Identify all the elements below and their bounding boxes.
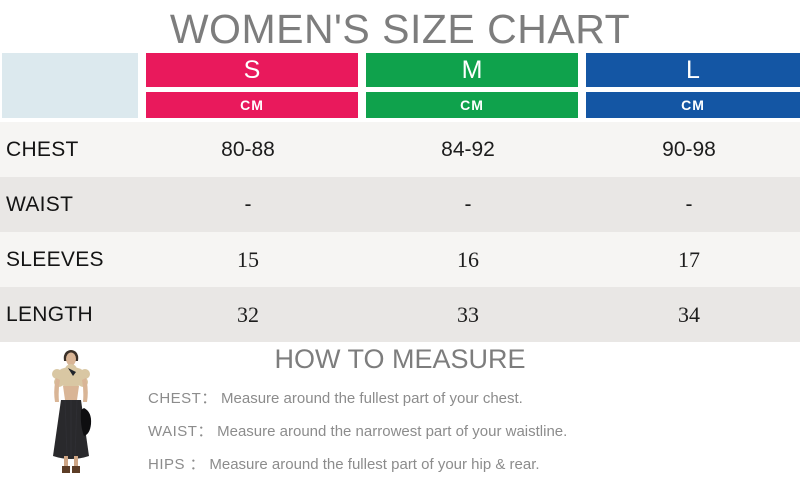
page-title: WOMEN'S SIZE CHART xyxy=(169,6,631,52)
how-to-measure-title: HOW TO MEASURE xyxy=(274,344,526,374)
cell-value: 84-92 xyxy=(441,137,495,161)
measure-line-chest: CHEST： Measure around the fullest part o… xyxy=(148,382,567,415)
row-label: SLEEVES xyxy=(6,247,104,271)
unit-cell-l: CM xyxy=(586,92,800,118)
unit-cell-m: CM xyxy=(366,92,578,118)
row-label: WAIST xyxy=(6,192,74,216)
cell-value: 80-88 xyxy=(221,137,275,161)
cell-value: 34 xyxy=(678,301,700,327)
measure-text: Measure around the narrowest part of you… xyxy=(217,423,568,440)
measure-label: CHEST： xyxy=(148,390,217,407)
row-label: CHEST xyxy=(6,137,79,161)
measure-text: Measure around the fullest part of your … xyxy=(209,456,540,473)
cell-value: 17 xyxy=(678,246,700,272)
table-row-waist: WAIST - - - xyxy=(0,177,800,232)
cell-value: - xyxy=(685,192,693,216)
size-table-header: S M L CM CM CM xyxy=(0,53,800,118)
size-header-l: L xyxy=(586,53,800,87)
cell-value: - xyxy=(464,192,472,216)
size-header-s: S xyxy=(146,53,358,87)
cell-value: 15 xyxy=(237,246,259,272)
row-label: LENGTH xyxy=(6,302,93,326)
measure-label: HIPS ： xyxy=(148,456,206,473)
table-corner-cell xyxy=(2,53,138,118)
table-row-chest: CHEST 80-88 84-92 90-98 xyxy=(0,122,800,177)
table-row-sleeves: SLEEVES 15 16 17 xyxy=(0,232,800,287)
cell-value: 16 xyxy=(457,246,479,272)
table-row-length: LENGTH 32 33 34 xyxy=(0,287,800,342)
measure-label: WAIST： xyxy=(148,423,213,440)
measure-line-waist: WAIST： Measure around the narrowest part… xyxy=(148,415,567,448)
size-header-m: M xyxy=(366,53,578,87)
cell-value: 32 xyxy=(237,301,259,327)
cell-value: 33 xyxy=(457,301,479,327)
unit-cell-s: CM xyxy=(146,92,358,118)
measure-line-hips: HIPS ： Measure around the fullest part o… xyxy=(148,448,567,481)
measure-instructions: CHEST： Measure around the fullest part o… xyxy=(148,382,567,481)
cell-value: - xyxy=(244,192,252,216)
size-table-body: CHEST 80-88 84-92 90-98 WAIST - - - SLEE… xyxy=(0,122,800,342)
measure-text: Measure around the fullest part of your … xyxy=(221,390,523,407)
cell-value: 90-98 xyxy=(662,137,716,161)
how-to-measure-section: HOW TO MEASURE CHEST： Measure around the… xyxy=(0,344,800,482)
model-photo-icon xyxy=(32,348,110,478)
